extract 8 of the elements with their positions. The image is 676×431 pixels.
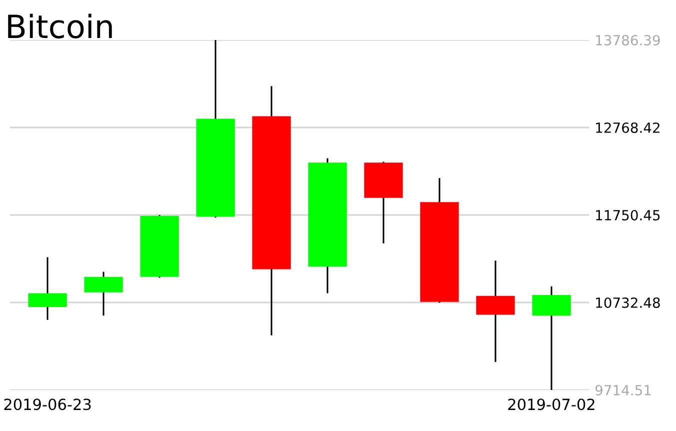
y-tick-label: 10732.48 [596,297,660,308]
y-tick-label: 12768.42 [596,122,660,133]
y-tick-label: 11750.45 [596,210,660,220]
chart-title: Bitcoin [8,14,112,38]
y-tick-label: 13786.39 [596,34,660,46]
y-tick-label: 9714.51 [595,384,651,396]
x-tick-label: 2019-07-02 [508,398,594,410]
x-tick-label: 2019-06-23 [4,398,91,410]
